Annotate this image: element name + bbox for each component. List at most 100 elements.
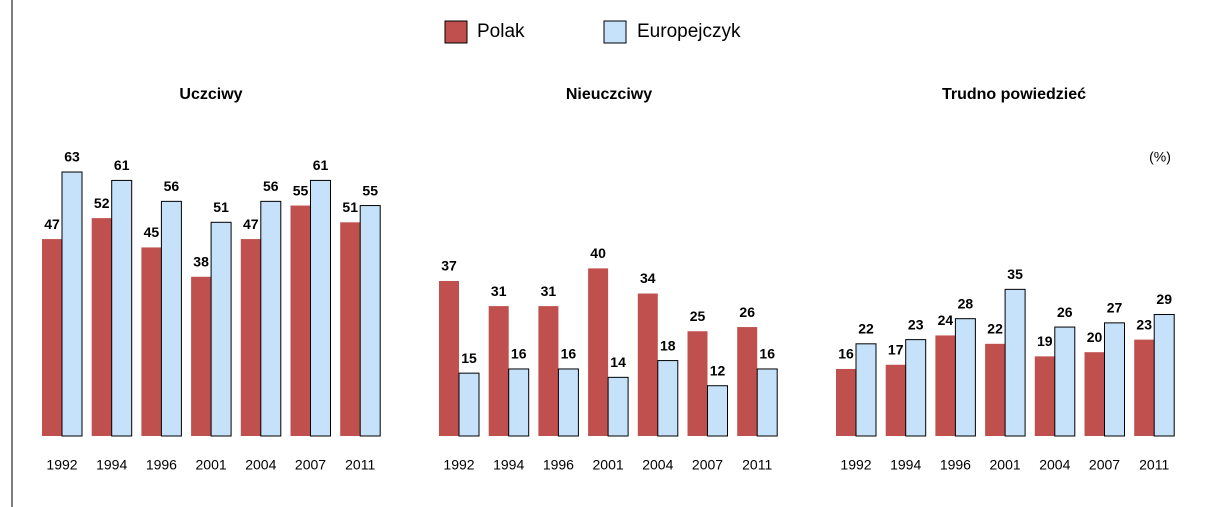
- value-label: 51: [342, 199, 358, 215]
- value-label: 47: [44, 216, 60, 232]
- value-label: 22: [987, 321, 1003, 337]
- value-label: 47: [243, 216, 259, 232]
- bar: [707, 385, 728, 437]
- bar: [935, 335, 956, 436]
- x-tick-label: 2011: [345, 457, 375, 473]
- bar: [905, 339, 927, 437]
- bar: [508, 368, 530, 437]
- value-label: 18: [660, 337, 676, 353]
- bar: [310, 179, 331, 437]
- value-label: 16: [759, 346, 775, 362]
- value-label: 12: [710, 362, 726, 378]
- value-label: 26: [739, 304, 755, 320]
- value-label: 24: [938, 312, 954, 328]
- bar: [458, 372, 480, 437]
- x-tick-label: 1992: [840, 457, 871, 473]
- value-label: 61: [114, 157, 130, 173]
- x-tick-label: 1994: [96, 457, 127, 473]
- value-label: 61: [313, 157, 329, 173]
- value-label: 35: [1007, 266, 1023, 282]
- bar: [557, 368, 579, 437]
- value-label: 45: [144, 224, 160, 240]
- value-label: 29: [1156, 291, 1172, 307]
- bar: [210, 221, 232, 437]
- legend-swatch: [603, 20, 627, 44]
- bar: [111, 179, 133, 437]
- value-label: 23: [908, 316, 924, 332]
- bar: [439, 280, 459, 436]
- value-label: 51: [213, 199, 229, 215]
- x-tick-label: 2007: [295, 457, 326, 473]
- legend-label: Polak: [477, 21, 525, 42]
- bar: [756, 368, 778, 437]
- bar: [637, 293, 658, 436]
- value-label: 34: [640, 270, 656, 286]
- x-tick-label: 1994: [890, 457, 921, 473]
- panel-title: Trudno powiedzieć: [942, 86, 1086, 103]
- bar: [985, 343, 1006, 436]
- panel-title: Nieuczciwy: [566, 86, 652, 103]
- value-label: 23: [1136, 316, 1152, 332]
- value-label: 25: [690, 308, 706, 324]
- bar: [687, 331, 708, 436]
- value-label: 16: [838, 346, 854, 362]
- bar: [290, 205, 311, 436]
- bar: [160, 200, 182, 437]
- x-tick-label: 2001: [593, 457, 624, 473]
- x-tick-label: 1992: [443, 457, 474, 473]
- bar: [1084, 352, 1105, 436]
- bar: [141, 247, 162, 436]
- bar: [1134, 339, 1155, 436]
- x-tick-label: 1996: [940, 457, 971, 473]
- bar: [607, 376, 629, 437]
- unit-label: (%): [1149, 149, 1171, 165]
- bar: [1054, 326, 1076, 437]
- bar: [359, 205, 381, 437]
- x-tick-label: 2004: [1039, 457, 1070, 473]
- x-tick-label: 2001: [990, 457, 1021, 473]
- value-label: 40: [590, 245, 606, 261]
- value-label: 22: [858, 321, 874, 337]
- x-tick-label: 1996: [146, 457, 177, 473]
- value-label: 56: [263, 178, 279, 194]
- bar: [538, 306, 559, 436]
- value-label: 17: [888, 341, 904, 357]
- bar: [42, 239, 62, 436]
- legend-label: Europejczyk: [637, 21, 741, 42]
- bar: [836, 368, 856, 436]
- value-label: 28: [958, 295, 974, 311]
- panel-title: Uczciwy: [179, 86, 242, 103]
- x-tick-label: 2001: [196, 457, 227, 473]
- bar: [61, 171, 83, 437]
- bar: [1034, 356, 1055, 436]
- bar: [260, 200, 282, 437]
- bar: [1104, 322, 1125, 437]
- bar: [91, 218, 112, 436]
- x-tick-label: 2011: [1139, 457, 1169, 473]
- bar: [954, 318, 976, 437]
- value-label: 31: [541, 283, 557, 299]
- bar: [240, 239, 261, 436]
- value-label: 26: [1057, 304, 1073, 320]
- x-tick-label: 2004: [245, 457, 276, 473]
- value-label: 15: [461, 350, 477, 366]
- value-label: 55: [362, 182, 378, 198]
- value-label: 56: [164, 178, 180, 194]
- value-label: 63: [64, 149, 80, 165]
- value-label: 16: [561, 346, 577, 362]
- value-label: 20: [1087, 329, 1103, 345]
- value-label: 52: [94, 195, 110, 211]
- value-label: 16: [511, 346, 527, 362]
- legend-swatch: [444, 20, 468, 44]
- bar: [588, 268, 609, 436]
- bar: [1153, 313, 1175, 437]
- bar: [885, 364, 906, 436]
- value-label: 31: [491, 283, 507, 299]
- bar: [340, 222, 361, 436]
- value-label: 55: [293, 182, 309, 198]
- value-label: 38: [193, 253, 209, 269]
- x-tick-label: 2004: [642, 457, 673, 473]
- bar: [855, 343, 877, 437]
- x-tick-label: 2011: [742, 457, 772, 473]
